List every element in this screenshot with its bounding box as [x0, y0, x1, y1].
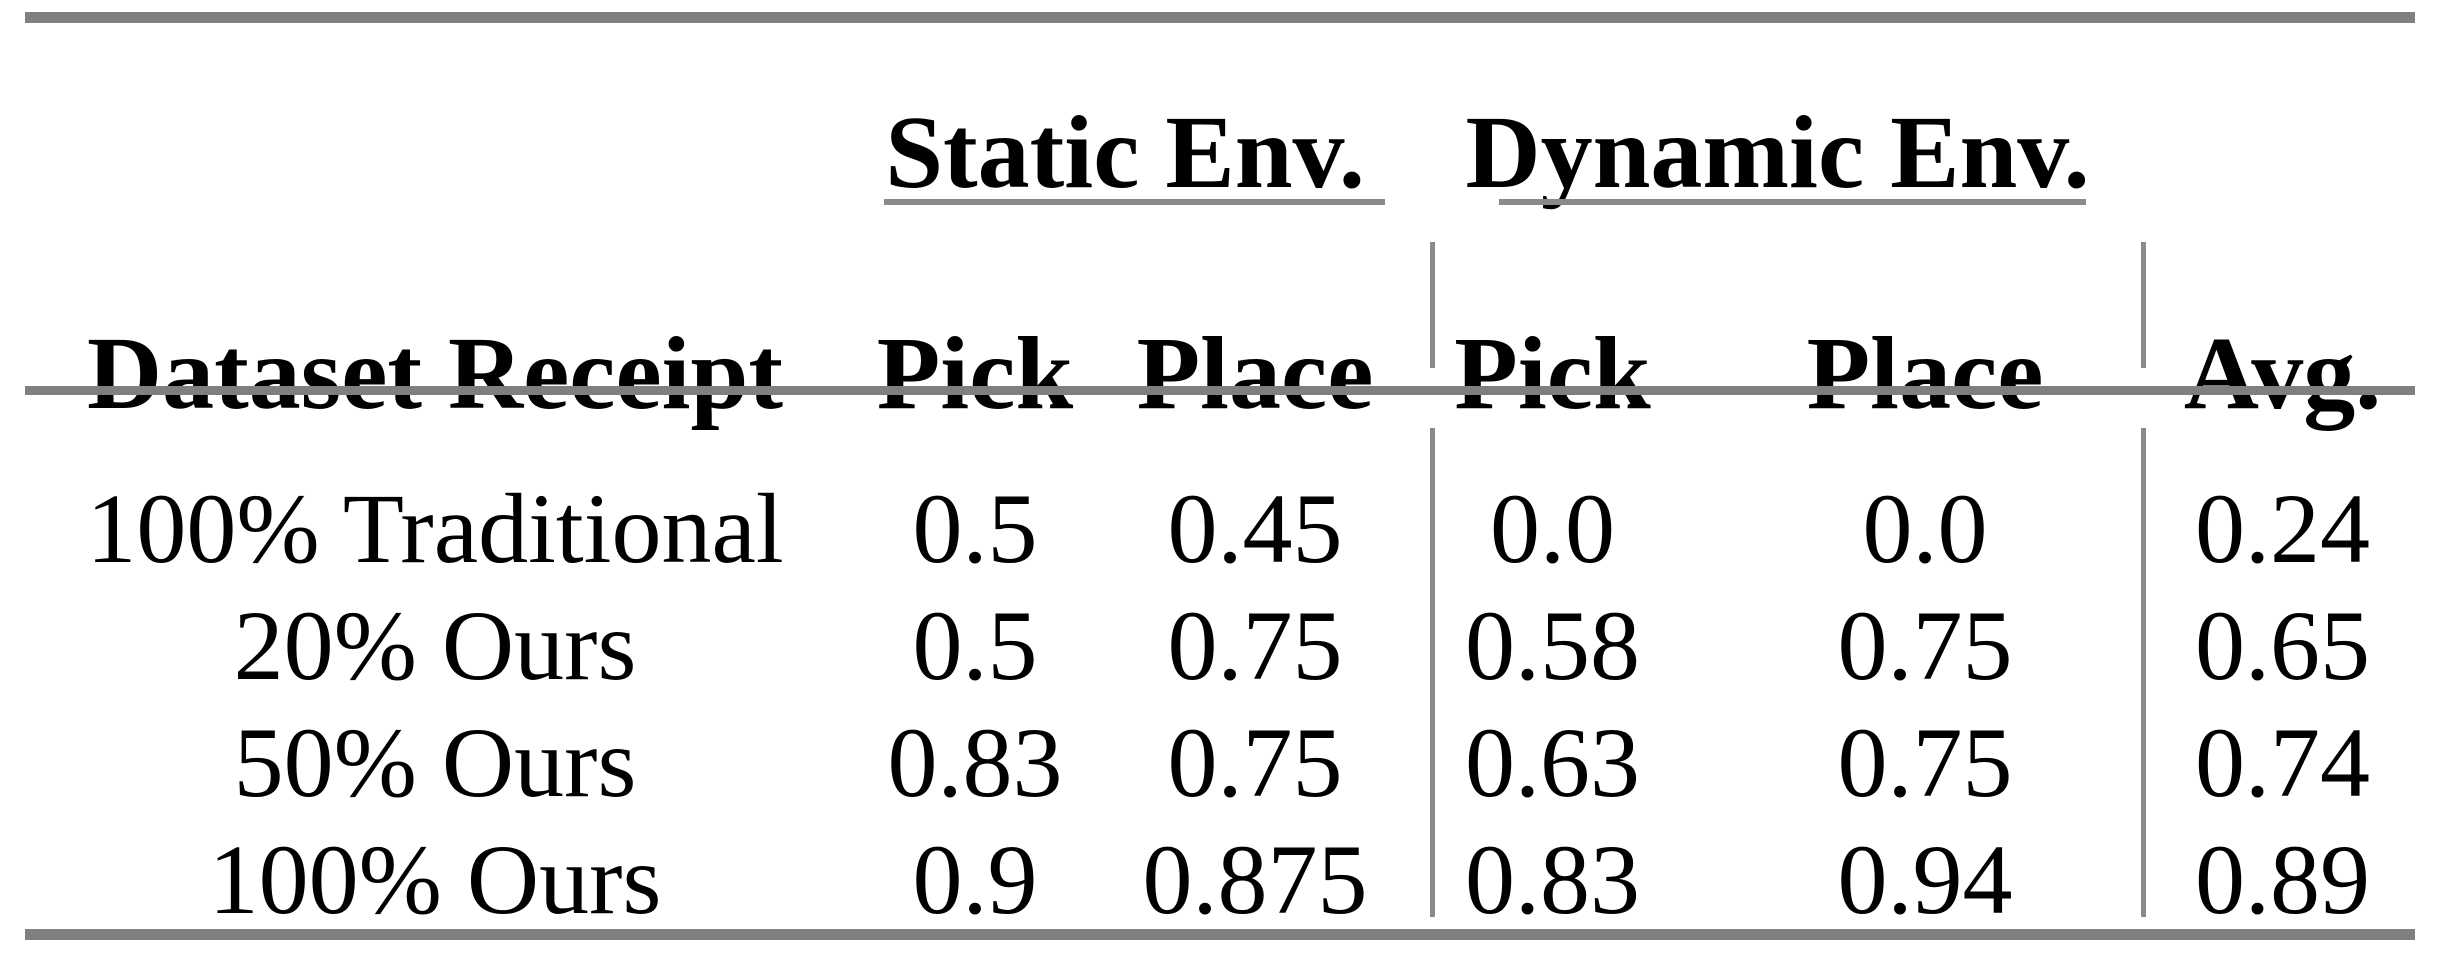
- cell-dynamic-place: 0.75: [1837, 590, 2013, 701]
- cell-avg: 0.24: [2195, 473, 2371, 584]
- body-column-divider-left: [1430, 428, 1435, 917]
- cell-dynamic-pick: 0.0: [1490, 473, 1616, 584]
- results-table: Static Env. Dynamic Env. Dataset Receipt…: [25, 0, 2415, 930]
- col-header-static-place: Place: [1136, 316, 1374, 431]
- body-column-divider-right: [2141, 428, 2146, 917]
- row-label: 100% Ours: [208, 824, 662, 935]
- cell-avg: 0.89: [2195, 824, 2371, 935]
- cell-avg: 0.65: [2195, 590, 2371, 701]
- column-header-row: Dataset Receipt Pick Place Pick Place Av…: [25, 241, 2415, 462]
- cell-static-pick: 0.83: [887, 707, 1063, 818]
- cell-dynamic-place: 0.94: [1837, 824, 2013, 935]
- bottom-rule: [25, 929, 2415, 940]
- group-header-row: Static Env. Dynamic Env.: [25, 0, 2415, 241]
- col-header-dynamic-place: Place: [1806, 316, 2044, 431]
- cell-static-pick: 0.5: [912, 590, 1038, 701]
- cell-static-place: 0.45: [1167, 473, 1343, 584]
- cell-dynamic-pick: 0.63: [1465, 707, 1641, 818]
- table-row: 20% Ours 0.5 0.75 0.58 0.75 0.65: [25, 579, 2415, 696]
- cell-static-place: 0.75: [1167, 707, 1343, 818]
- cell-static-place: 0.875: [1142, 824, 1368, 935]
- dynamic-env-underline: [1499, 199, 2086, 205]
- row-label: 100% Traditional: [86, 473, 784, 584]
- cell-dynamic-pick: 0.58: [1465, 590, 1641, 701]
- cell-avg: 0.74: [2195, 707, 2371, 818]
- static-env-underline: [884, 199, 1385, 205]
- cell-static-place: 0.75: [1167, 590, 1343, 701]
- header-column-divider-left: [1430, 242, 1435, 368]
- table-row: 50% Ours 0.83 0.75 0.63 0.75 0.74: [25, 696, 2415, 813]
- cell-dynamic-place: 0.75: [1837, 707, 2013, 818]
- row-label: 20% Ours: [233, 590, 637, 701]
- table-row: 100% Ours 0.9 0.875 0.83 0.94 0.89: [25, 813, 2415, 930]
- col-header-dynamic-pick: Pick: [1454, 316, 1651, 431]
- cell-static-pick: 0.5: [912, 473, 1038, 584]
- col-header-avg: Avg.: [2183, 316, 2382, 431]
- col-header-dataset-receipt: Dataset Receipt: [87, 316, 783, 431]
- header-rule: [25, 386, 2415, 395]
- cell-dynamic-place: 0.0: [1862, 473, 1988, 584]
- cell-static-pick: 0.9: [912, 824, 1038, 935]
- table-row: 100% Traditional 0.5 0.45 0.0 0.0 0.24: [25, 462, 2415, 579]
- group-header-dynamic-env: Dynamic Env.: [1465, 95, 2090, 210]
- header-column-divider-right: [2141, 242, 2146, 368]
- cell-dynamic-pick: 0.83: [1465, 824, 1641, 935]
- col-header-static-pick: Pick: [876, 316, 1074, 431]
- top-rule: [25, 12, 2415, 23]
- spacer-cell: [25, 0, 845, 241]
- row-label: 50% Ours: [233, 707, 637, 818]
- group-header-static-env: Static Env.: [885, 95, 1365, 210]
- spacer-cell: [2150, 0, 2415, 241]
